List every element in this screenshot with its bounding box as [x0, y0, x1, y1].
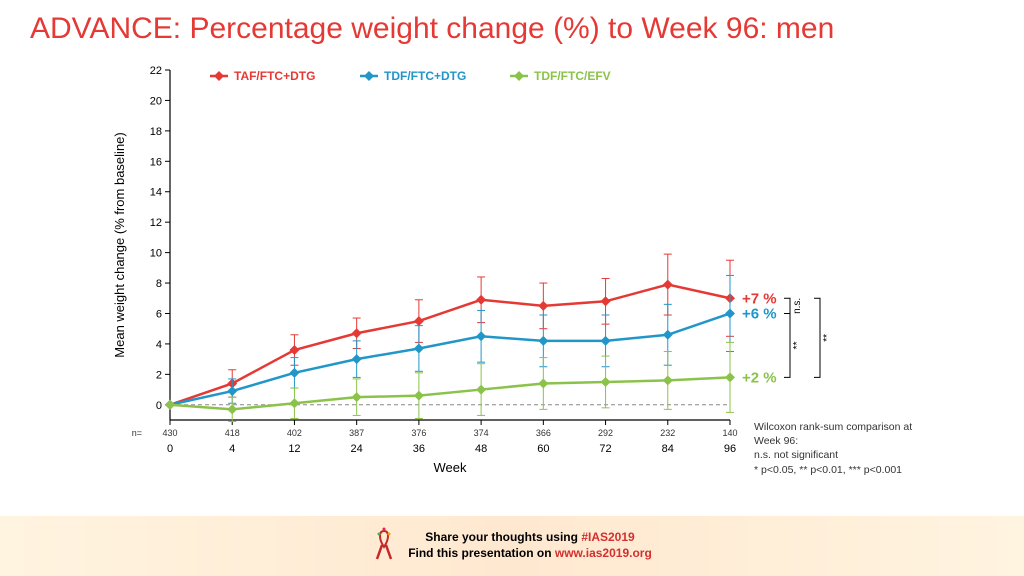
- svg-text:14: 14: [150, 187, 162, 199]
- svg-text:12: 12: [150, 217, 162, 229]
- svg-text:366: 366: [536, 428, 551, 438]
- svg-text:TDF/FTC/EFV: TDF/FTC/EFV: [534, 69, 611, 83]
- svg-text:430: 430: [162, 428, 177, 438]
- svg-text:**: **: [822, 334, 833, 342]
- svg-text:0: 0: [156, 400, 162, 412]
- weight-change-chart: 0246810121416182022043044181240224387363…: [100, 60, 920, 500]
- svg-text:402: 402: [287, 428, 302, 438]
- svg-text:2: 2: [156, 369, 162, 381]
- footer-url: www.ias2019.org: [555, 546, 652, 560]
- footer-text: Share your thoughts using #IAS2019 Find …: [408, 530, 652, 561]
- svg-text:6: 6: [156, 308, 162, 320]
- svg-text:20: 20: [150, 95, 162, 107]
- svg-text:Mean weight change (% from bas: Mean weight change (% from baseline): [112, 132, 127, 357]
- footer-banner: Share your thoughts using #IAS2019 Find …: [0, 516, 1024, 576]
- svg-text:n=: n=: [132, 428, 142, 438]
- svg-text:+6 %: +6 %: [742, 305, 777, 322]
- svg-text:292: 292: [598, 428, 613, 438]
- svg-text:16: 16: [150, 156, 162, 168]
- svg-text:140: 140: [722, 428, 737, 438]
- svg-text:418: 418: [225, 428, 240, 438]
- svg-text:0: 0: [167, 443, 173, 455]
- svg-text:10: 10: [150, 248, 162, 260]
- svg-text:**: **: [792, 341, 803, 349]
- svg-text:12: 12: [288, 443, 300, 455]
- svg-text:+2 %: +2 %: [742, 369, 777, 386]
- svg-text:72: 72: [599, 443, 611, 455]
- svg-text:Week: Week: [434, 460, 467, 475]
- svg-text:8: 8: [156, 278, 162, 290]
- slide-title: ADVANCE: Percentage weight change (%) to…: [0, 0, 1024, 46]
- svg-text:374: 374: [474, 428, 489, 438]
- footer-line1a: Share your thoughts using: [425, 530, 581, 544]
- stats-footnote: Wilcoxon rank-sum comparison at Week 96:…: [754, 420, 914, 477]
- svg-text:TDF/FTC+DTG: TDF/FTC+DTG: [384, 69, 466, 83]
- svg-text:TAF/FTC+DTG: TAF/FTC+DTG: [234, 69, 315, 83]
- svg-text:4: 4: [229, 443, 235, 455]
- svg-text:18: 18: [150, 126, 162, 138]
- svg-text:n.s.: n.s.: [792, 298, 803, 314]
- svg-text:48: 48: [475, 443, 487, 455]
- svg-text:22: 22: [150, 65, 162, 77]
- footer-line2a: Find this presentation on: [408, 546, 555, 560]
- svg-text:96: 96: [724, 443, 736, 455]
- footer-hashtag: #IAS2019: [581, 530, 634, 544]
- svg-text:4: 4: [156, 339, 162, 351]
- svg-text:24: 24: [351, 443, 363, 455]
- svg-text:387: 387: [349, 428, 364, 438]
- svg-text:60: 60: [537, 443, 549, 455]
- svg-text:232: 232: [660, 428, 675, 438]
- ribbon-icon: [372, 527, 396, 565]
- svg-text:376: 376: [411, 428, 426, 438]
- svg-text:84: 84: [662, 443, 674, 455]
- svg-text:36: 36: [413, 443, 425, 455]
